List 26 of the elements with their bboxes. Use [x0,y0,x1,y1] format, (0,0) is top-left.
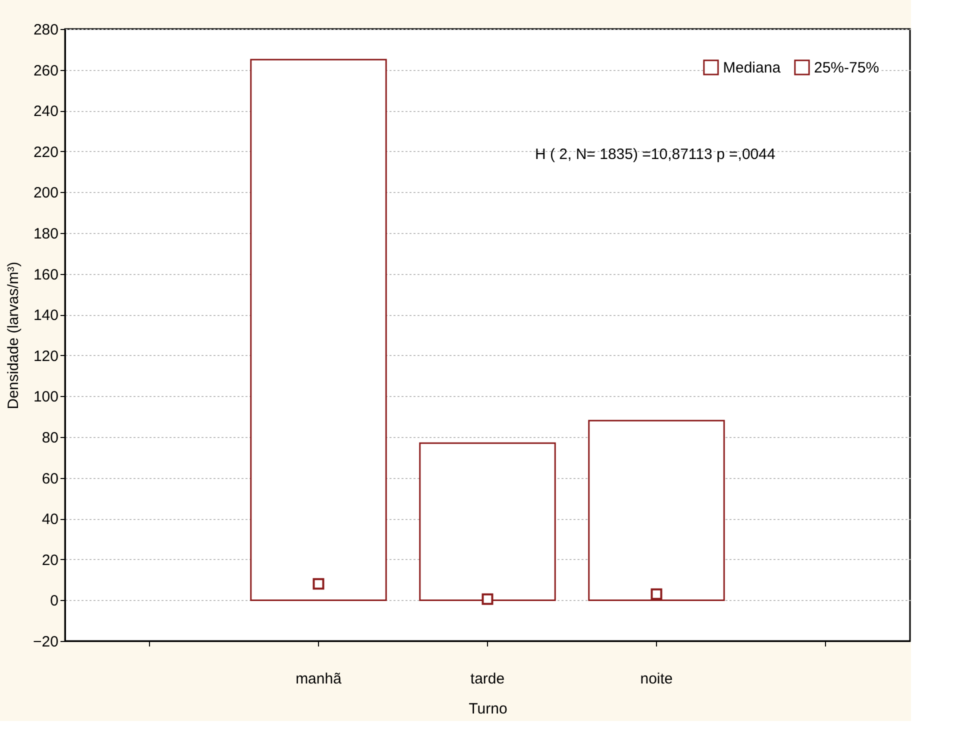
y-tick-label: 140 [33,307,58,324]
y-tick-label: 220 [33,144,58,161]
legend-label: Mediana [723,59,782,76]
y-tick-label: 180 [33,226,58,242]
y-tick-label: −20 [33,634,58,650]
x-tick-label: tarde [470,670,505,688]
y-tick-label: 60 [42,470,58,488]
y-tick-label: 100 [33,388,58,406]
bar [588,420,725,601]
y-tick-label: 0 [50,592,58,610]
annotation: H ( 2, N= 1835) =10,87113 p =,0044 [535,146,776,163]
x-axis-title: Turno [468,700,508,718]
y-tick-label: 160 [33,266,58,284]
y-tick-label: 80 [42,430,58,446]
y-tick-label: 280 [33,22,58,38]
legend-label: 25%-75% [814,59,880,76]
y-tick-label: 120 [33,348,58,365]
bar [250,58,387,601]
y-tick-label: 40 [42,511,58,528]
x-tick-label: manhã [296,670,342,688]
y-tick-label: 200 [33,184,58,202]
x-tick-label: noite [640,670,673,688]
y-tick-label: 20 [42,552,58,569]
y-tick-label: 260 [33,62,58,80]
y-tick-label: 240 [33,103,58,120]
y-axis-title: Densidade (larvas/m³) [5,262,22,410]
